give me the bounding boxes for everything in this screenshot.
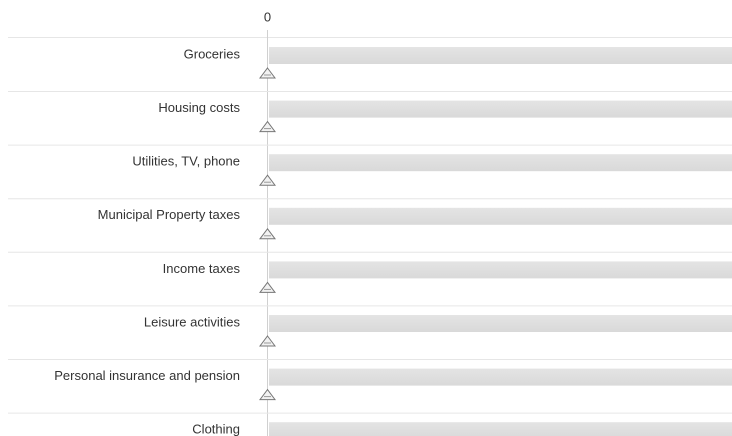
slider-track[interactable] xyxy=(269,261,732,279)
slider-handle[interactable] xyxy=(259,335,276,347)
row-label: Municipal Property taxes xyxy=(98,207,241,222)
slider-track[interactable] xyxy=(269,422,732,436)
slider-handle[interactable] xyxy=(259,67,276,79)
row-label: Personal insurance and pension xyxy=(54,368,240,383)
row-label: Clothing xyxy=(192,422,240,436)
row-label: Leisure activities xyxy=(144,314,241,329)
slider-track[interactable] xyxy=(269,368,732,386)
slider-track[interactable] xyxy=(269,47,732,64)
slider-handle[interactable] xyxy=(259,227,276,240)
row-label: Housing costs xyxy=(158,100,240,115)
slider-handle[interactable] xyxy=(259,281,276,293)
slider-handle[interactable] xyxy=(259,388,276,401)
slider-track[interactable] xyxy=(269,100,732,118)
row-label: Income taxes xyxy=(163,261,241,276)
slider-track[interactable] xyxy=(269,207,732,225)
row-label: Groceries xyxy=(184,46,241,61)
row-label: Utilities, TV, phone xyxy=(132,154,240,169)
slider-handle[interactable] xyxy=(259,120,276,133)
slider-handle[interactable] xyxy=(259,174,276,186)
slider-track[interactable] xyxy=(269,154,732,172)
tick-label: 0 xyxy=(264,9,271,24)
slider-track[interactable] xyxy=(269,315,732,332)
